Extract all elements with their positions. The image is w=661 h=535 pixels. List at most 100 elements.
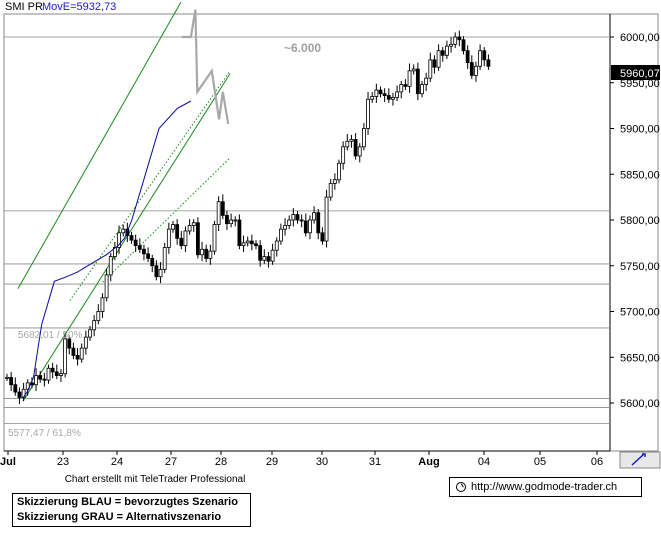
chart-credit: Chart erstellt mit TeleTrader Profession…: [64, 474, 246, 485]
candle-body-71: [299, 219, 304, 222]
scenario-legend: Skizzierung BLAU = bevorzugtes Szenario …: [12, 493, 251, 527]
x-tick-label-7: 31: [369, 456, 381, 468]
candle-body-61: [258, 245, 263, 261]
candle-body-63: [266, 256, 271, 262]
candle-body-7: [34, 375, 38, 386]
candle-body-74: [312, 212, 317, 221]
candle-body-0: [5, 376, 9, 379]
x-tick-label-1: 23: [57, 456, 69, 468]
y-tick-label-0: 5600,00: [620, 398, 660, 410]
fib-label-618: 5577,47 / 61,8%: [8, 428, 81, 439]
candle-body-3: [17, 391, 22, 398]
alternative-scenario-line: [181, 9, 230, 125]
candle-body-2: [13, 384, 18, 393]
candle-body-64: [270, 249, 275, 262]
candle-body-52: [220, 201, 225, 216]
candle-body-75: [316, 212, 321, 234]
candle-body-26: [113, 247, 117, 257]
price-marker-box: [611, 65, 660, 80]
candle-body-12: [54, 371, 59, 376]
candle-body-27: [117, 232, 121, 248]
dotted-upper-line: [69, 70, 231, 301]
alt-scenario-path: [181, 9, 230, 125]
candle-body-100: [420, 84, 424, 95]
candle-body-107: [449, 43, 453, 47]
dotted-lower-line: [102, 157, 231, 283]
candle-body-24: [104, 274, 109, 299]
candle-body-79: [332, 179, 337, 184]
candle-body-69: [291, 214, 296, 221]
candle-body-72: [303, 220, 308, 234]
copyright-icon: [456, 482, 466, 493]
candle-body-40: [171, 224, 175, 230]
candle-body-104: [436, 50, 441, 68]
candle-body-81: [341, 146, 346, 164]
candle-body-87: [366, 98, 370, 129]
candle-body-43: [183, 230, 188, 247]
x-tick-label-6: 30: [316, 456, 328, 468]
moving-average-path: [22, 100, 192, 398]
trend-lines: [17, 1, 231, 402]
candle-body-14: [63, 338, 67, 375]
website-url[interactable]: http://www.godmode-trader.ch: [471, 481, 618, 493]
candle-body-80: [337, 162, 341, 181]
candle-body-51: [216, 201, 221, 225]
candle-body-22: [96, 311, 101, 322]
y-tick-label-2: 5700,00: [620, 307, 660, 319]
x-tick-label-8: Aug: [418, 456, 439, 468]
website-link[interactable]: http://www.godmode-trader.ch: [449, 477, 642, 497]
candle-body-53: [225, 215, 229, 225]
candle-body-28: [121, 228, 126, 234]
candle-body-10: [46, 367, 51, 381]
candle-body-57: [241, 242, 246, 247]
candle-body-99: [415, 68, 420, 95]
candle-body-113: [474, 65, 478, 76]
candle-body-23: [100, 297, 105, 312]
candle-body-16: [71, 347, 76, 356]
x-tick-label-9: 04: [478, 456, 490, 468]
candle-body-115: [482, 50, 487, 61]
y-tick-label-7: 5950,00: [620, 78, 660, 90]
candle-body-109: [457, 36, 462, 41]
candle-body-95: [399, 84, 404, 93]
channel-lower-line: [22, 73, 231, 402]
candle-body-59: [249, 240, 254, 245]
candle-body-65: [274, 240, 279, 251]
price-marker-label: 5960,07: [620, 68, 660, 80]
candle-body-9: [42, 378, 47, 381]
candle-body-41: [175, 224, 180, 239]
candle-body-35: [150, 258, 155, 267]
candle-body-44: [187, 225, 192, 232]
candle-body-31: [133, 239, 138, 247]
candle-body-36: [154, 265, 159, 278]
candle-body-105: [440, 50, 445, 56]
candle-body-56: [237, 219, 242, 247]
candle-body-97: [407, 70, 412, 87]
candle-body-39: [166, 228, 171, 248]
candle-body-83: [349, 139, 354, 142]
target-label: ~6.000: [284, 41, 321, 55]
legend-line-blue: Skizzierung BLAU = bevorzugtes Szenario: [17, 496, 238, 508]
candle-body-96: [403, 84, 408, 87]
candle-body-94: [395, 91, 400, 98]
candle-body-48: [204, 248, 209, 259]
y-tick-label-3: 5750,00: [620, 261, 660, 273]
candle-body-8: [38, 375, 43, 380]
x-tick-label-3: 27: [165, 456, 177, 468]
candle-body-77: [324, 196, 329, 242]
candle-body-103: [432, 59, 437, 68]
candle-body-102: [428, 59, 433, 79]
candle-body-93: [391, 96, 395, 100]
candle-body-84: [353, 139, 358, 157]
candle-body-38: [162, 247, 167, 270]
candle-body-19: [83, 336, 88, 349]
candle-body-68: [287, 219, 292, 226]
x-axis-ticks: Jul 23 24 27 28 29 30 31 Aug 04 05 06: [0, 451, 603, 468]
candle-body-88: [370, 96, 375, 100]
candle-body-20: [88, 329, 92, 338]
candle-body-21: [92, 320, 97, 331]
candle-body-112: [469, 62, 474, 76]
candle-body-60: [254, 243, 258, 247]
drawing-tool-button[interactable]: [619, 451, 661, 469]
